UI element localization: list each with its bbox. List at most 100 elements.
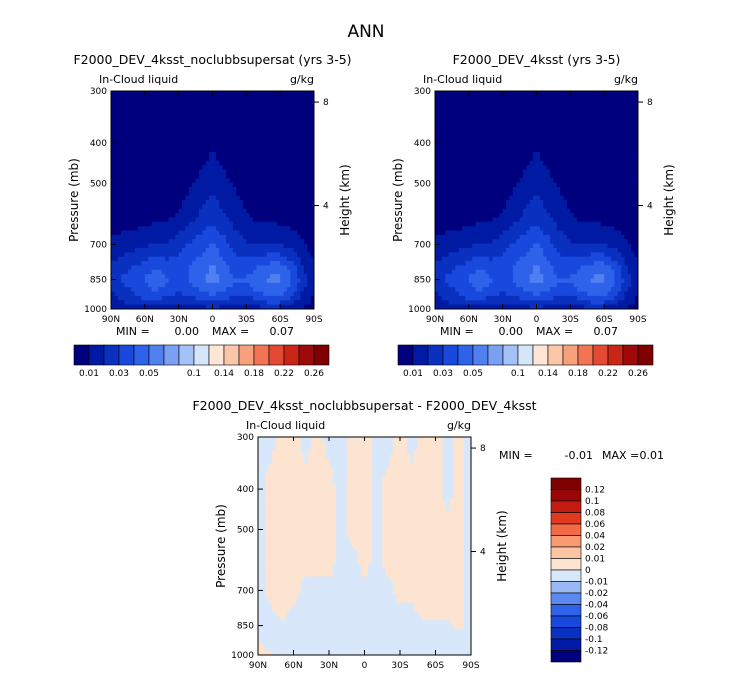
contour-cell bbox=[590, 143, 595, 149]
contour-cell bbox=[154, 186, 159, 192]
contour-cell bbox=[492, 213, 497, 218]
contour-cell bbox=[276, 300, 281, 306]
contour-cell bbox=[242, 143, 247, 149]
contour-cell bbox=[580, 125, 585, 131]
contour-cell bbox=[138, 274, 142, 279]
contour-cell bbox=[114, 91, 119, 96]
contour-cell bbox=[148, 165, 152, 170]
contour-cell bbox=[462, 121, 466, 127]
contour-cell bbox=[465, 125, 470, 131]
contour-cell bbox=[286, 252, 291, 258]
contour-cell bbox=[195, 204, 200, 210]
contour-cell bbox=[570, 186, 575, 192]
contour-cell bbox=[300, 160, 305, 166]
contour-cell bbox=[171, 195, 176, 201]
contour-cell bbox=[478, 182, 483, 188]
contour-cell bbox=[536, 143, 541, 149]
contour-cell bbox=[276, 165, 281, 170]
contour-cell bbox=[489, 147, 493, 153]
contour-cell bbox=[458, 156, 463, 162]
contour-cell bbox=[144, 173, 149, 179]
contour-cell bbox=[627, 208, 632, 214]
contour-cell bbox=[300, 152, 305, 157]
contour-cell bbox=[202, 208, 207, 214]
contour-cell bbox=[182, 147, 186, 153]
contour-cell bbox=[124, 182, 129, 188]
contour-cell bbox=[246, 291, 251, 297]
contour-cell bbox=[468, 108, 473, 114]
contour-cell bbox=[506, 147, 510, 153]
contour-cell bbox=[168, 278, 173, 284]
contour-cell bbox=[489, 108, 493, 114]
contour-cell bbox=[280, 243, 284, 249]
contour-cell bbox=[590, 200, 595, 205]
contour-cell bbox=[283, 239, 288, 244]
contour-cell bbox=[455, 208, 460, 214]
contour-cell bbox=[472, 108, 476, 114]
contour-cell bbox=[519, 152, 524, 157]
contour-cell bbox=[293, 125, 298, 131]
contour-cell bbox=[253, 208, 257, 214]
contour-cell bbox=[583, 191, 588, 197]
contour-cell bbox=[161, 221, 166, 227]
contour-cell bbox=[512, 138, 517, 144]
contour-cell bbox=[270, 217, 274, 223]
contour-cell bbox=[556, 108, 561, 114]
contour-cell bbox=[259, 234, 264, 240]
contour-cell bbox=[141, 204, 146, 210]
contour-cell bbox=[607, 165, 612, 170]
contour-cell bbox=[617, 117, 622, 122]
contour-cell bbox=[195, 265, 200, 271]
contour-cell bbox=[226, 191, 230, 197]
contour-cell bbox=[509, 200, 514, 205]
contour-cell bbox=[236, 278, 240, 284]
contour-cell bbox=[151, 156, 156, 162]
contour-cell bbox=[438, 143, 443, 149]
contour-cell bbox=[462, 112, 466, 118]
contour-cell bbox=[580, 134, 585, 140]
contour-cell bbox=[182, 95, 186, 101]
contour-cell bbox=[526, 200, 531, 205]
contour-cell bbox=[499, 104, 504, 109]
contour-cell bbox=[478, 213, 483, 218]
contour-cell bbox=[310, 295, 315, 301]
contour-cell bbox=[192, 274, 196, 279]
contour-cell bbox=[553, 91, 558, 96]
contour-cell bbox=[195, 304, 200, 310]
contour-cell bbox=[148, 282, 152, 288]
contour-cell bbox=[543, 125, 548, 131]
contour-cell bbox=[465, 104, 470, 109]
contour-cell bbox=[512, 117, 517, 122]
contour-cell bbox=[270, 99, 274, 105]
contour-cell bbox=[462, 138, 466, 144]
contour-cell bbox=[617, 156, 622, 162]
contour-cell bbox=[543, 204, 548, 210]
contour-cell bbox=[154, 91, 159, 96]
contour-cell bbox=[624, 208, 629, 214]
contour-cell bbox=[627, 104, 632, 109]
contour-cell bbox=[307, 269, 312, 275]
panel-left-label: In-Cloud liquid bbox=[99, 73, 178, 86]
contour-cell bbox=[553, 221, 558, 227]
colorbar-label: 0.26 bbox=[304, 369, 324, 379]
contour-cell bbox=[297, 221, 301, 227]
contour-cell bbox=[512, 104, 517, 109]
contour-cell bbox=[175, 191, 180, 197]
contour-cell bbox=[485, 195, 490, 201]
contour-cell bbox=[273, 178, 278, 183]
contour-cell bbox=[465, 112, 470, 118]
contour-cell bbox=[283, 247, 288, 253]
contour-cell bbox=[310, 95, 315, 101]
contour-cell bbox=[165, 295, 169, 301]
contour-cell bbox=[138, 143, 142, 149]
contour-cell bbox=[192, 287, 196, 292]
contour-cell bbox=[303, 221, 308, 227]
contour-cell bbox=[273, 130, 278, 135]
contour-cell bbox=[117, 261, 122, 266]
contour-cell bbox=[556, 221, 561, 227]
contour-cell bbox=[276, 152, 281, 157]
contour-cell bbox=[195, 200, 200, 205]
contour-cell bbox=[222, 99, 227, 105]
contour-cell bbox=[550, 200, 554, 205]
contour-cell bbox=[509, 99, 514, 105]
